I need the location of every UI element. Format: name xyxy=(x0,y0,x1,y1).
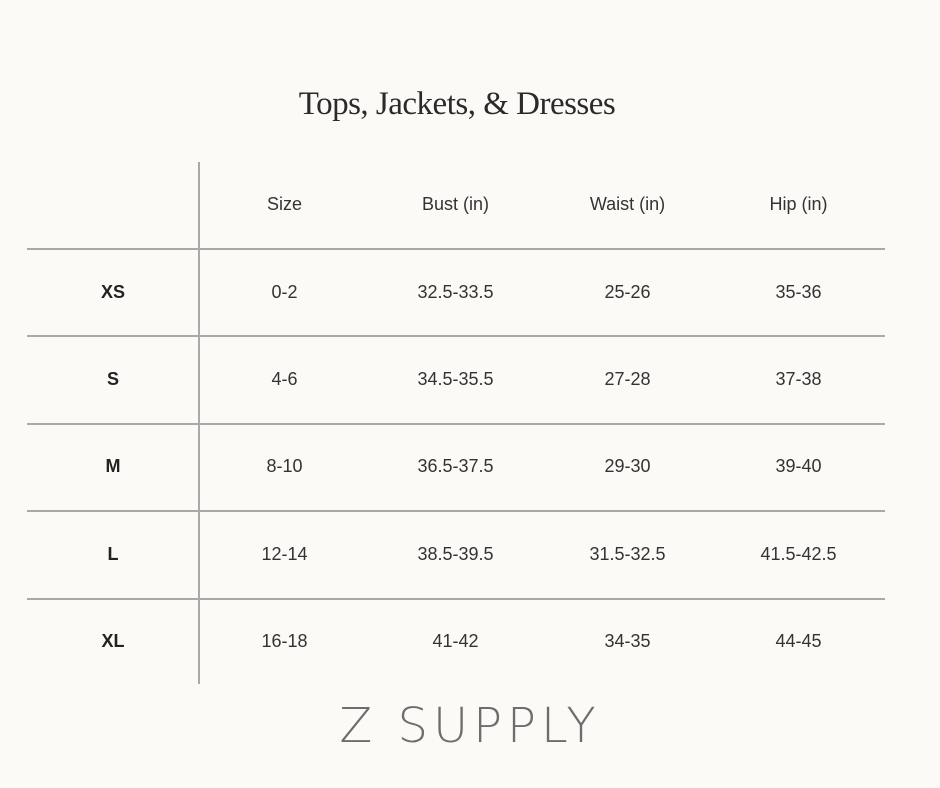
column-header: Bust (in) xyxy=(421,194,490,214)
row-label: S xyxy=(106,369,119,389)
table-cell-hip: 41.5-42.5 xyxy=(760,544,837,564)
table-cell-size: 16-18 xyxy=(261,631,308,651)
page-title: Tops, Jackets, & Dresses xyxy=(298,86,616,122)
table-cell-bust: 32.5-33.5 xyxy=(417,282,494,302)
brand-logo: Z SUPPLY xyxy=(0,698,940,754)
row-divider xyxy=(27,335,885,337)
table-cell-hip: 37-38 xyxy=(775,369,822,389)
row-label: L xyxy=(107,544,119,564)
table-cell-bust: 41-42 xyxy=(432,631,479,651)
table-cell-waist: 27-28 xyxy=(604,369,651,389)
table-cell-waist: 25-26 xyxy=(604,282,651,302)
table-cell-bust: 36.5-37.5 xyxy=(417,456,494,476)
table-cell-waist: 31.5-32.5 xyxy=(589,544,666,564)
row-divider xyxy=(27,248,885,250)
row-label: XL xyxy=(101,631,125,651)
table-cell-bust: 34.5-35.5 xyxy=(417,369,494,389)
table-cell-size: 0-2 xyxy=(271,282,298,302)
table-cell-waist: 29-30 xyxy=(604,456,651,476)
table-cell-size: 8-10 xyxy=(266,456,303,476)
table-cell-hip: 44-45 xyxy=(775,631,822,651)
column-header: Hip (in) xyxy=(769,194,828,214)
row-divider xyxy=(27,423,885,425)
brand-logo-text: Z SUPPLY xyxy=(339,698,601,754)
table-cell-bust: 38.5-39.5 xyxy=(417,544,494,564)
row-divider xyxy=(27,510,885,512)
table-cell-waist: 34-35 xyxy=(604,631,651,651)
column-header: Waist (in) xyxy=(589,194,666,214)
table-cell-size: 4-6 xyxy=(271,369,298,389)
column-header: Size xyxy=(266,194,302,214)
table-cell-size: 12-14 xyxy=(261,544,308,564)
table-cell-hip: 39-40 xyxy=(775,456,822,476)
row-label: M xyxy=(105,456,121,476)
table-cell-hip: 35-36 xyxy=(775,282,822,302)
row-divider xyxy=(27,598,885,600)
row-label: XS xyxy=(100,282,125,302)
